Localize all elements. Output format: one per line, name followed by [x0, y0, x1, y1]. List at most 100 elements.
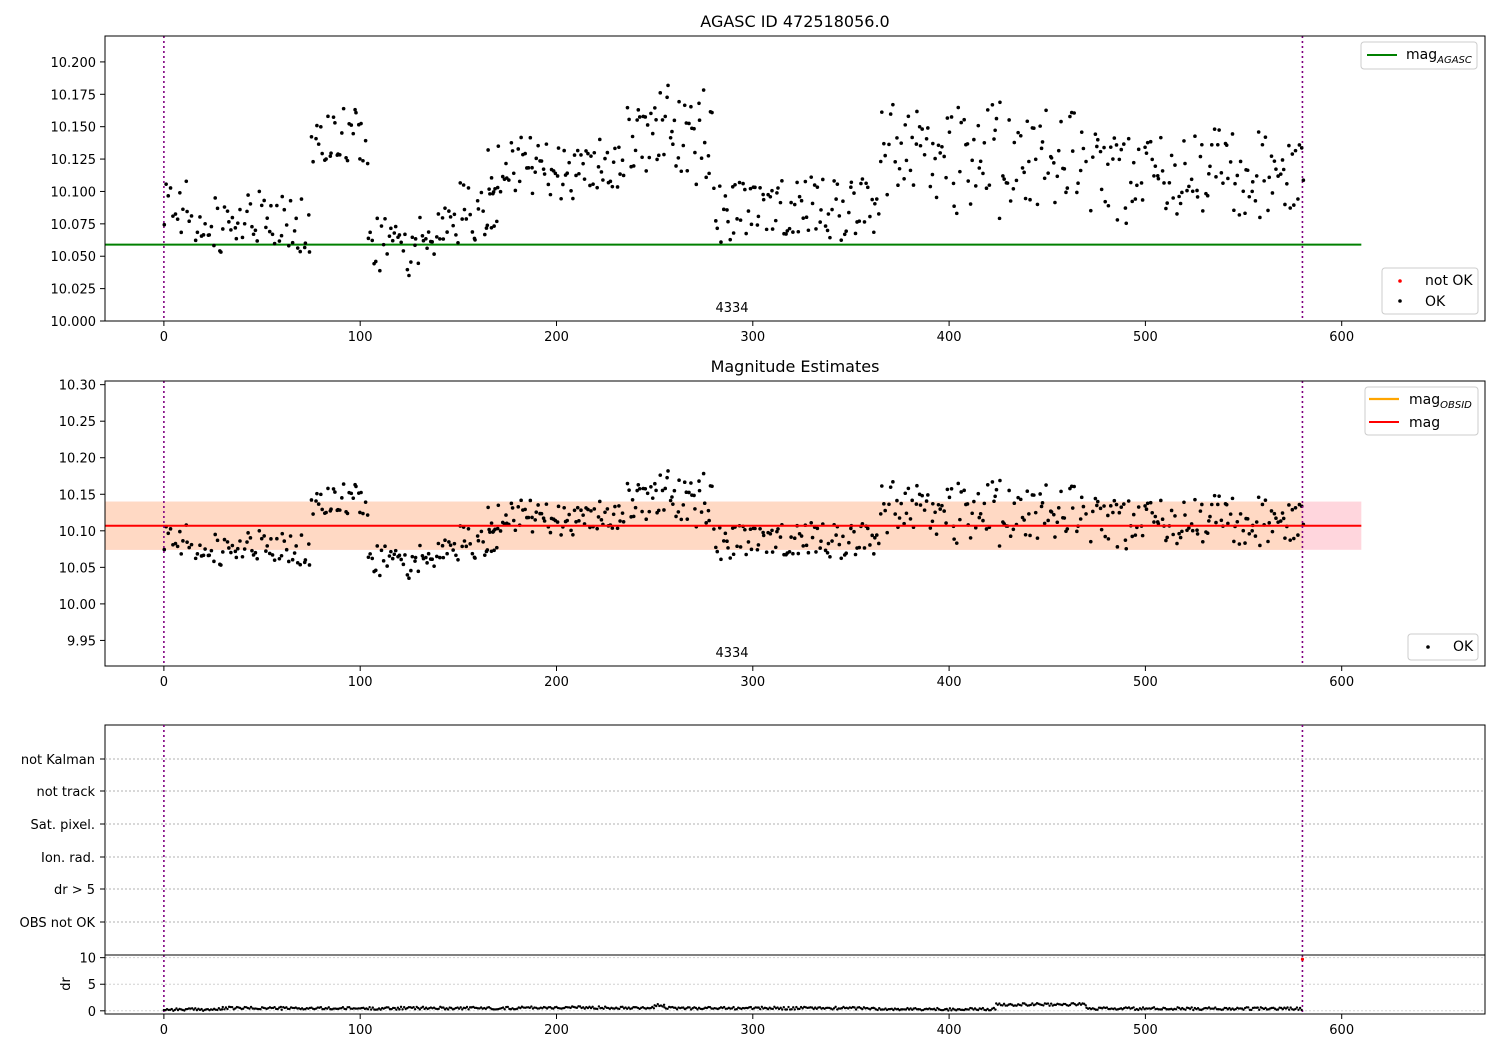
ok-point — [1270, 529, 1275, 534]
ok-point — [1099, 527, 1104, 532]
ok-point — [209, 224, 214, 229]
ok-point — [1129, 180, 1133, 185]
ok-point — [416, 261, 421, 266]
ok-point — [397, 233, 402, 237]
ok-point — [770, 188, 774, 193]
ok-point — [562, 505, 566, 510]
ok-point — [246, 531, 250, 535]
ok-point — [1224, 502, 1229, 507]
ok-point — [361, 511, 365, 516]
ok-point — [915, 109, 919, 114]
ok-point — [368, 230, 372, 235]
ok-point — [410, 554, 415, 559]
ok-point — [982, 501, 987, 506]
dr-point — [792, 1006, 795, 1009]
ok-point — [354, 484, 358, 489]
y-tick-label: 10.125 — [51, 153, 97, 168]
ok-point — [349, 123, 354, 127]
ok-point — [370, 238, 375, 243]
ok-point — [738, 218, 743, 222]
ok-point — [1106, 513, 1110, 518]
ok-point — [385, 564, 389, 568]
ok-point — [1095, 499, 1100, 504]
ok-point — [572, 508, 577, 513]
ok-point — [773, 218, 778, 223]
ok-point — [1093, 132, 1098, 137]
legend-mag-obsid-label: magOBSID — [1409, 392, 1472, 411]
dr-point — [226, 1007, 229, 1011]
dr-point — [387, 1006, 390, 1009]
dr-point — [1049, 1002, 1053, 1005]
ok-point — [952, 204, 956, 209]
ok-point — [610, 184, 615, 189]
ok-point — [637, 486, 642, 491]
ok-point — [286, 243, 291, 248]
ok-point — [922, 508, 927, 512]
dr-point — [366, 1008, 370, 1011]
dr-point — [1096, 1008, 1099, 1011]
ok-point — [702, 501, 707, 506]
ok-point — [267, 551, 272, 556]
ok-point — [1287, 143, 1291, 148]
ok-point — [530, 515, 534, 520]
x-tick-label: 200 — [544, 330, 569, 345]
ok-point — [649, 484, 653, 489]
ok-point — [640, 155, 644, 160]
ok-point — [643, 486, 648, 491]
ok-point — [282, 539, 287, 543]
ok-point — [393, 224, 398, 229]
y-tick-label: 0 — [88, 1005, 96, 1020]
dr-point — [465, 1005, 469, 1009]
dr-point — [651, 1005, 654, 1009]
ok-point — [541, 516, 546, 521]
ok-point — [662, 508, 666, 512]
ok-point — [997, 544, 1002, 548]
ok-point — [1106, 203, 1111, 208]
x-tick-label: 200 — [544, 1023, 569, 1038]
ok-point — [460, 544, 464, 549]
ok-point — [656, 153, 661, 158]
ok-point — [728, 556, 733, 560]
ok-point — [213, 532, 218, 537]
ok-point — [715, 226, 720, 231]
ok-point — [605, 507, 610, 511]
ok-point — [631, 164, 636, 168]
flag-label: not track — [36, 785, 95, 800]
ok-point — [970, 158, 974, 163]
ok-point — [645, 123, 650, 127]
ok-point — [723, 531, 728, 536]
dr-point — [760, 1005, 764, 1009]
ok-point — [655, 157, 659, 162]
ok-point — [1095, 144, 1099, 149]
ok-point — [712, 186, 716, 191]
ok-point — [528, 498, 533, 503]
ok-point — [179, 552, 184, 556]
ok-point — [721, 539, 726, 543]
ok-point — [1267, 175, 1272, 180]
ok-point — [787, 549, 792, 554]
dr-point — [285, 1006, 288, 1009]
ok-point — [1049, 510, 1054, 514]
ok-point — [1112, 498, 1117, 503]
ok-point — [776, 186, 780, 190]
ok-point — [743, 527, 747, 532]
ok-point — [479, 190, 484, 195]
ok-point — [806, 550, 811, 555]
y-tick-label: 10.20 — [59, 452, 96, 467]
ok-point — [997, 216, 1002, 221]
flag-label: OBS not OK — [20, 916, 96, 931]
x-tick-label: 300 — [740, 675, 765, 690]
ok-point — [1023, 196, 1028, 201]
dr-point — [217, 1007, 221, 1010]
ok-point — [390, 238, 395, 243]
ok-point — [513, 188, 518, 193]
ok-point — [368, 552, 372, 556]
ok-point — [874, 197, 879, 201]
ok-point — [493, 187, 497, 191]
ok-point — [403, 232, 407, 237]
ok-point — [1254, 174, 1259, 178]
ok-point — [801, 544, 806, 548]
ok-point — [1018, 497, 1023, 502]
dr-point — [998, 1002, 1001, 1005]
ok-point — [1269, 154, 1274, 158]
